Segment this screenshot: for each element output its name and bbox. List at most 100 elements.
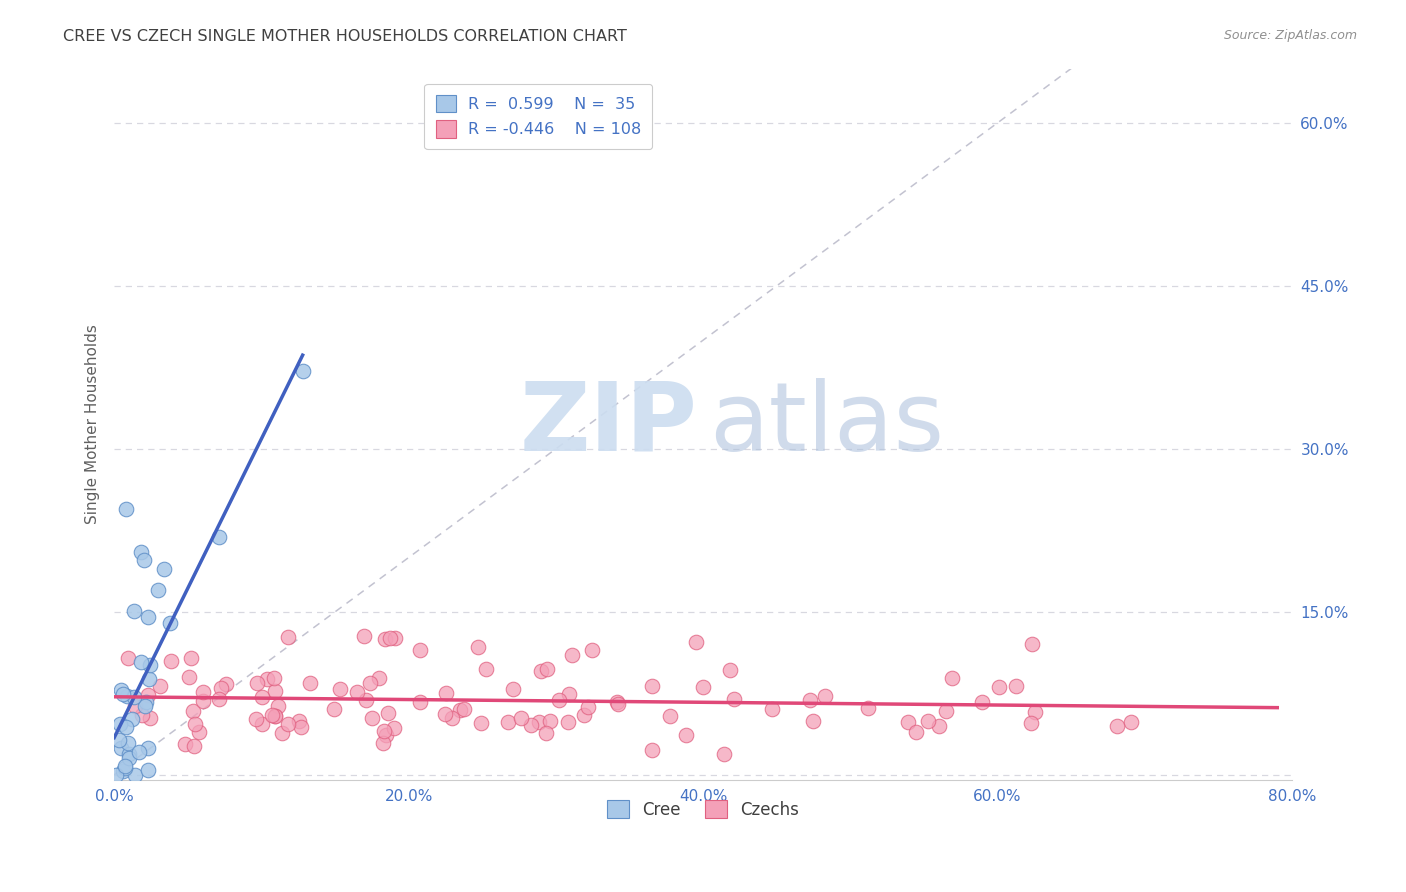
Point bbox=[374, 632, 396, 646]
Point bbox=[557, 714, 579, 729]
Point bbox=[1024, 705, 1046, 719]
Point bbox=[129, 655, 152, 669]
Point bbox=[434, 686, 457, 700]
Point bbox=[264, 684, 287, 698]
Point bbox=[941, 671, 963, 685]
Point bbox=[191, 694, 214, 708]
Text: atlas: atlas bbox=[709, 378, 943, 471]
Point bbox=[530, 664, 553, 678]
Point bbox=[1121, 715, 1143, 730]
Point bbox=[110, 683, 132, 698]
Point bbox=[135, 696, 157, 710]
Point bbox=[112, 687, 135, 701]
Point bbox=[659, 709, 682, 723]
Point bbox=[121, 712, 143, 726]
Point bbox=[148, 583, 170, 598]
Point bbox=[323, 702, 346, 716]
Point bbox=[159, 615, 181, 630]
Point bbox=[529, 714, 551, 729]
Point bbox=[897, 715, 920, 730]
Point bbox=[761, 702, 783, 716]
Point bbox=[371, 737, 394, 751]
Point bbox=[263, 671, 285, 685]
Point bbox=[606, 695, 628, 709]
Point bbox=[561, 648, 583, 662]
Point bbox=[298, 676, 321, 690]
Point bbox=[138, 741, 160, 756]
Point bbox=[373, 723, 395, 738]
Point bbox=[114, 761, 136, 775]
Point bbox=[131, 707, 153, 722]
Point bbox=[434, 706, 457, 721]
Point bbox=[136, 688, 159, 702]
Point bbox=[353, 628, 375, 642]
Point bbox=[128, 745, 150, 759]
Point bbox=[149, 679, 172, 693]
Point bbox=[124, 604, 146, 618]
Point bbox=[384, 631, 406, 645]
Point bbox=[129, 545, 152, 559]
Point bbox=[928, 719, 950, 733]
Point bbox=[110, 740, 132, 755]
Point bbox=[136, 609, 159, 624]
Point bbox=[138, 672, 160, 686]
Text: CREE VS CZECH SINGLE MOTHER HOUSEHOLDS CORRELATION CHART: CREE VS CZECH SINGLE MOTHER HOUSEHOLDS C… bbox=[63, 29, 627, 45]
Point bbox=[181, 704, 204, 718]
Point bbox=[124, 698, 146, 713]
Point bbox=[548, 692, 571, 706]
Point bbox=[174, 737, 197, 751]
Point bbox=[215, 677, 238, 691]
Point bbox=[183, 717, 205, 731]
Point bbox=[118, 751, 141, 765]
Point bbox=[581, 643, 603, 657]
Point bbox=[117, 736, 139, 750]
Point bbox=[264, 708, 287, 723]
Point bbox=[496, 715, 519, 730]
Point bbox=[799, 693, 821, 707]
Point bbox=[1107, 719, 1129, 733]
Point bbox=[132, 552, 155, 566]
Point bbox=[713, 747, 735, 761]
Point bbox=[208, 691, 231, 706]
Point bbox=[509, 711, 531, 725]
Point bbox=[188, 725, 211, 739]
Point bbox=[675, 728, 697, 742]
Point bbox=[208, 530, 231, 544]
Point bbox=[252, 717, 274, 731]
Point bbox=[359, 676, 381, 690]
Point bbox=[290, 720, 312, 734]
Point bbox=[538, 714, 561, 728]
Point bbox=[263, 708, 285, 723]
Point bbox=[368, 672, 391, 686]
Point bbox=[718, 663, 741, 677]
Point bbox=[183, 739, 205, 754]
Point bbox=[245, 676, 267, 690]
Point bbox=[346, 685, 368, 699]
Point bbox=[117, 650, 139, 665]
Point bbox=[112, 764, 135, 778]
Point bbox=[382, 721, 405, 735]
Point bbox=[692, 680, 714, 694]
Point bbox=[641, 743, 664, 757]
Point bbox=[160, 654, 183, 668]
Point bbox=[905, 724, 928, 739]
Point bbox=[607, 698, 630, 712]
Point bbox=[1021, 637, 1043, 651]
Point bbox=[277, 716, 299, 731]
Point bbox=[277, 631, 299, 645]
Point bbox=[136, 763, 159, 777]
Point bbox=[117, 690, 139, 704]
Point bbox=[935, 704, 957, 718]
Point bbox=[377, 706, 399, 720]
Point bbox=[814, 689, 837, 703]
Point bbox=[256, 672, 278, 686]
Point bbox=[1019, 716, 1042, 731]
Point bbox=[115, 720, 138, 734]
Text: Source: ZipAtlas.com: Source: ZipAtlas.com bbox=[1223, 29, 1357, 43]
Point bbox=[536, 662, 558, 676]
Point bbox=[520, 718, 543, 732]
Point bbox=[723, 692, 745, 706]
Point bbox=[972, 695, 994, 709]
Point bbox=[134, 698, 156, 713]
Point bbox=[917, 714, 939, 729]
